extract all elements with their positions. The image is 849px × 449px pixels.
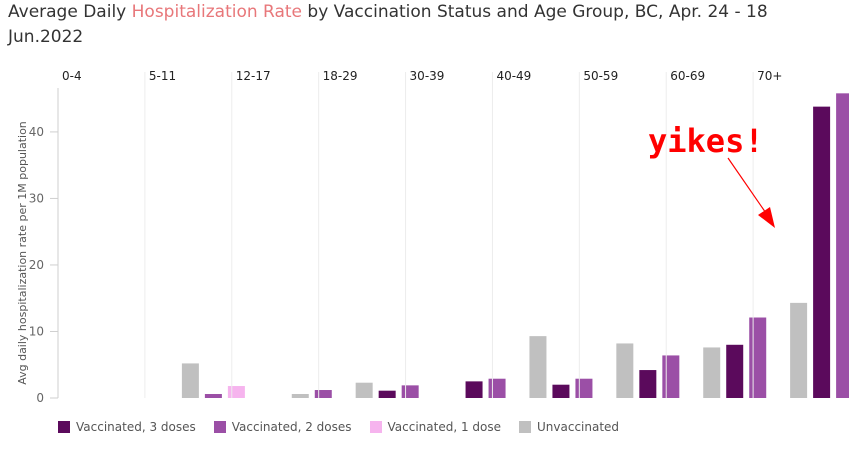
legend-swatch (58, 421, 70, 433)
bar-unvaccinated-60-69 (703, 347, 721, 398)
y-tick-label: 40 (29, 125, 44, 139)
annotation-text: yikes! (648, 122, 764, 160)
bar-vaccinated_3-40-49 (552, 384, 570, 398)
bar-vaccinated_3-50-59 (639, 370, 657, 398)
title-prefix: Average Daily (8, 2, 132, 22)
category-label: 18-29 (323, 69, 358, 83)
y-tick-label: 0 (36, 391, 44, 405)
category-label: 40-49 (496, 69, 531, 83)
bar-vaccinated_1-5-11 (227, 386, 245, 398)
bar-unvaccinated-5-11 (181, 363, 199, 398)
annotation-arrow-head (758, 207, 775, 228)
category-label: 50-59 (583, 69, 618, 83)
y-axis-label: Avg daily hospitalization rate per 1M po… (16, 121, 29, 385)
y-tick-label: 20 (29, 258, 44, 272)
legend-item-unvaccinated: Unvaccinated (519, 420, 619, 434)
category-label: 5-11 (149, 69, 176, 83)
bar-unvaccinated-40-49 (529, 336, 547, 398)
bar-vaccinated_2-70+ (836, 93, 849, 398)
bar-unvaccinated-12-17 (291, 394, 309, 398)
legend-label: Unvaccinated (537, 420, 620, 434)
legend-item-vaccinated_1: Vaccinated, 1 dose (369, 420, 502, 434)
bar-vaccinated_3-60-69 (726, 344, 744, 398)
legend: Vaccinated, 3 doses Vaccinated, 2 doses Va… (58, 420, 619, 434)
legend-label: Vaccinated, 2 doses (231, 420, 352, 434)
bar-unvaccinated-70+ (790, 302, 808, 398)
title-suffix: by Vaccination Status and Age Group, BC,… (8, 2, 768, 47)
bar-vaccinated_3-18-29 (378, 390, 396, 398)
annotation-arrow-line (727, 157, 769, 217)
bar-vaccinated_2-50-59 (662, 355, 680, 398)
title-highlight: Hospitalization Rate (131, 2, 303, 22)
bar-vaccinated_3-70+ (813, 106, 831, 399)
bar-vaccinated_2-30-39 (488, 378, 506, 398)
legend-swatch (369, 421, 382, 433)
bar-unvaccinated-18-29 (355, 382, 373, 398)
legend-label: Vaccinated, 3 doses (76, 420, 196, 434)
category-label: 60-69 (670, 69, 705, 83)
legend-item-vaccinated_2: Vaccinated, 2 doses (213, 420, 352, 434)
legend-label: Vaccinated, 1 dose (387, 420, 502, 434)
chart-title: Average Daily Hospitalization Rate by Va… (8, 0, 838, 50)
bar-unvaccinated-50-59 (616, 343, 634, 398)
bar-vaccinated_3-30-39 (465, 381, 483, 398)
bar-vaccinated_2-40-49 (575, 378, 593, 398)
legend-swatch (519, 421, 531, 433)
legend-swatch (213, 421, 226, 433)
bar-vaccinated_2-5-11 (204, 394, 222, 398)
category-label: 12-17 (236, 69, 271, 83)
category-label: 0-4 (62, 69, 82, 83)
bar-vaccinated_2-18-29 (401, 385, 419, 398)
category-label: 70+ (757, 69, 782, 83)
y-tick-label: 10 (29, 324, 44, 338)
bar-vaccinated_2-60-69 (749, 317, 767, 398)
bar-vaccinated_2-12-17 (314, 390, 332, 398)
legend-item-vaccinated_3: Vaccinated, 3 doses (58, 420, 196, 434)
category-label: 30-39 (410, 69, 445, 83)
y-tick-label: 30 (29, 191, 44, 205)
